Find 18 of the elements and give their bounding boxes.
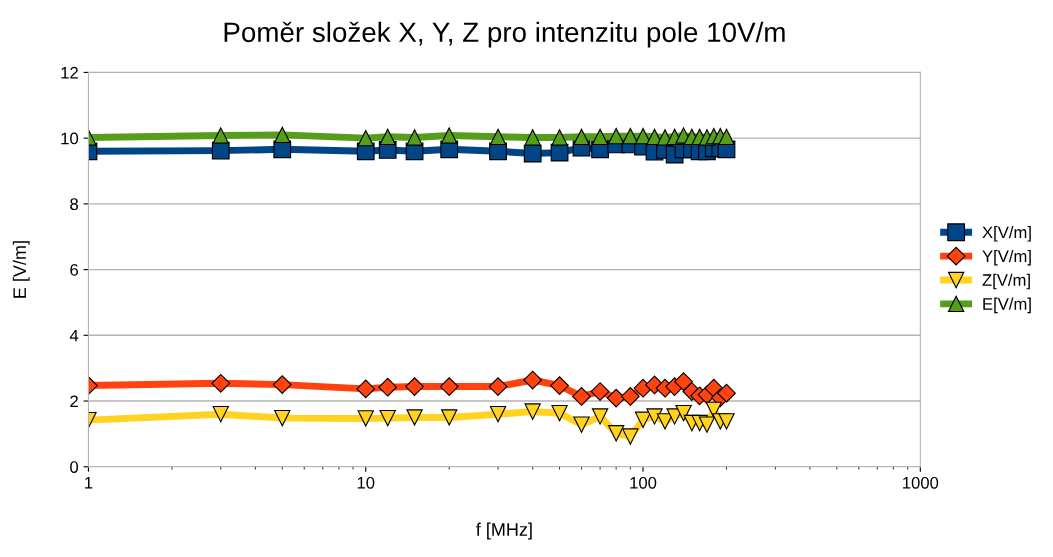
y-tick-label: 2 <box>70 395 78 408</box>
y-tick-label: 10 <box>61 132 79 145</box>
x-axis-title: f [MHz] <box>476 522 532 540</box>
x-tick-label: 10 <box>357 476 375 489</box>
legend-label: Z[V/m] <box>982 273 1030 290</box>
chart-title: Poměr složek X, Y, Z pro intenzitu pole 10V/m <box>224 21 785 48</box>
y-tick-label: 0 <box>70 461 79 473</box>
x-tick-label: 100 <box>630 476 657 489</box>
y-tick-label: 12 <box>61 66 78 79</box>
x-tick-label: 1000 <box>903 476 939 489</box>
x-tick-label: 1 <box>85 477 93 489</box>
y-tick-label: 8 <box>70 198 79 211</box>
y-tick-label: 4 <box>69 329 79 342</box>
y-tick-label: 6 <box>70 263 78 276</box>
legend-label: Y[V/m] <box>982 249 1031 266</box>
legend-label: E[V/m] <box>983 297 1031 314</box>
legend-label: X[V/m] <box>982 226 1031 242</box>
y-axis-title: E [V/m] <box>12 241 30 298</box>
